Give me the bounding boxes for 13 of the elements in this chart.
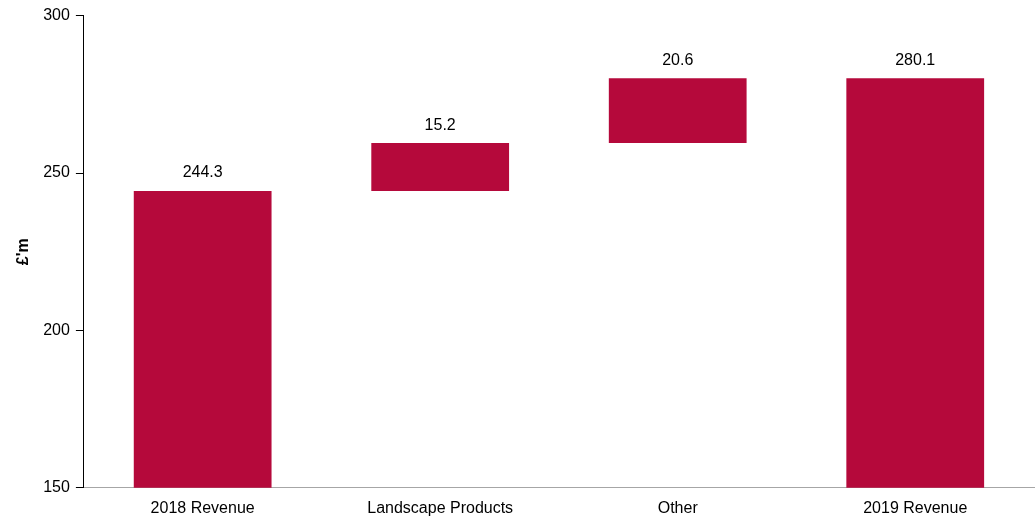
x-tick-label: 2019 Revenue: [863, 498, 968, 516]
data-label: 20.6: [662, 50, 694, 68]
data-label: 280.1: [895, 50, 936, 68]
y-tick-label: 200: [43, 320, 70, 338]
y-tick-label: 250: [43, 163, 70, 181]
y-axis-title: £'m: [14, 238, 32, 266]
x-tick-label: 2018 Revenue: [150, 498, 255, 516]
y-tick-label: 300: [43, 6, 70, 24]
x-tick-label: Other: [657, 498, 699, 516]
data-label: 244.3: [182, 163, 223, 181]
y-tick-label: 150: [43, 478, 70, 496]
x-tick-label: Landscape Products: [367, 498, 514, 516]
data-label: 15.2: [424, 115, 456, 133]
